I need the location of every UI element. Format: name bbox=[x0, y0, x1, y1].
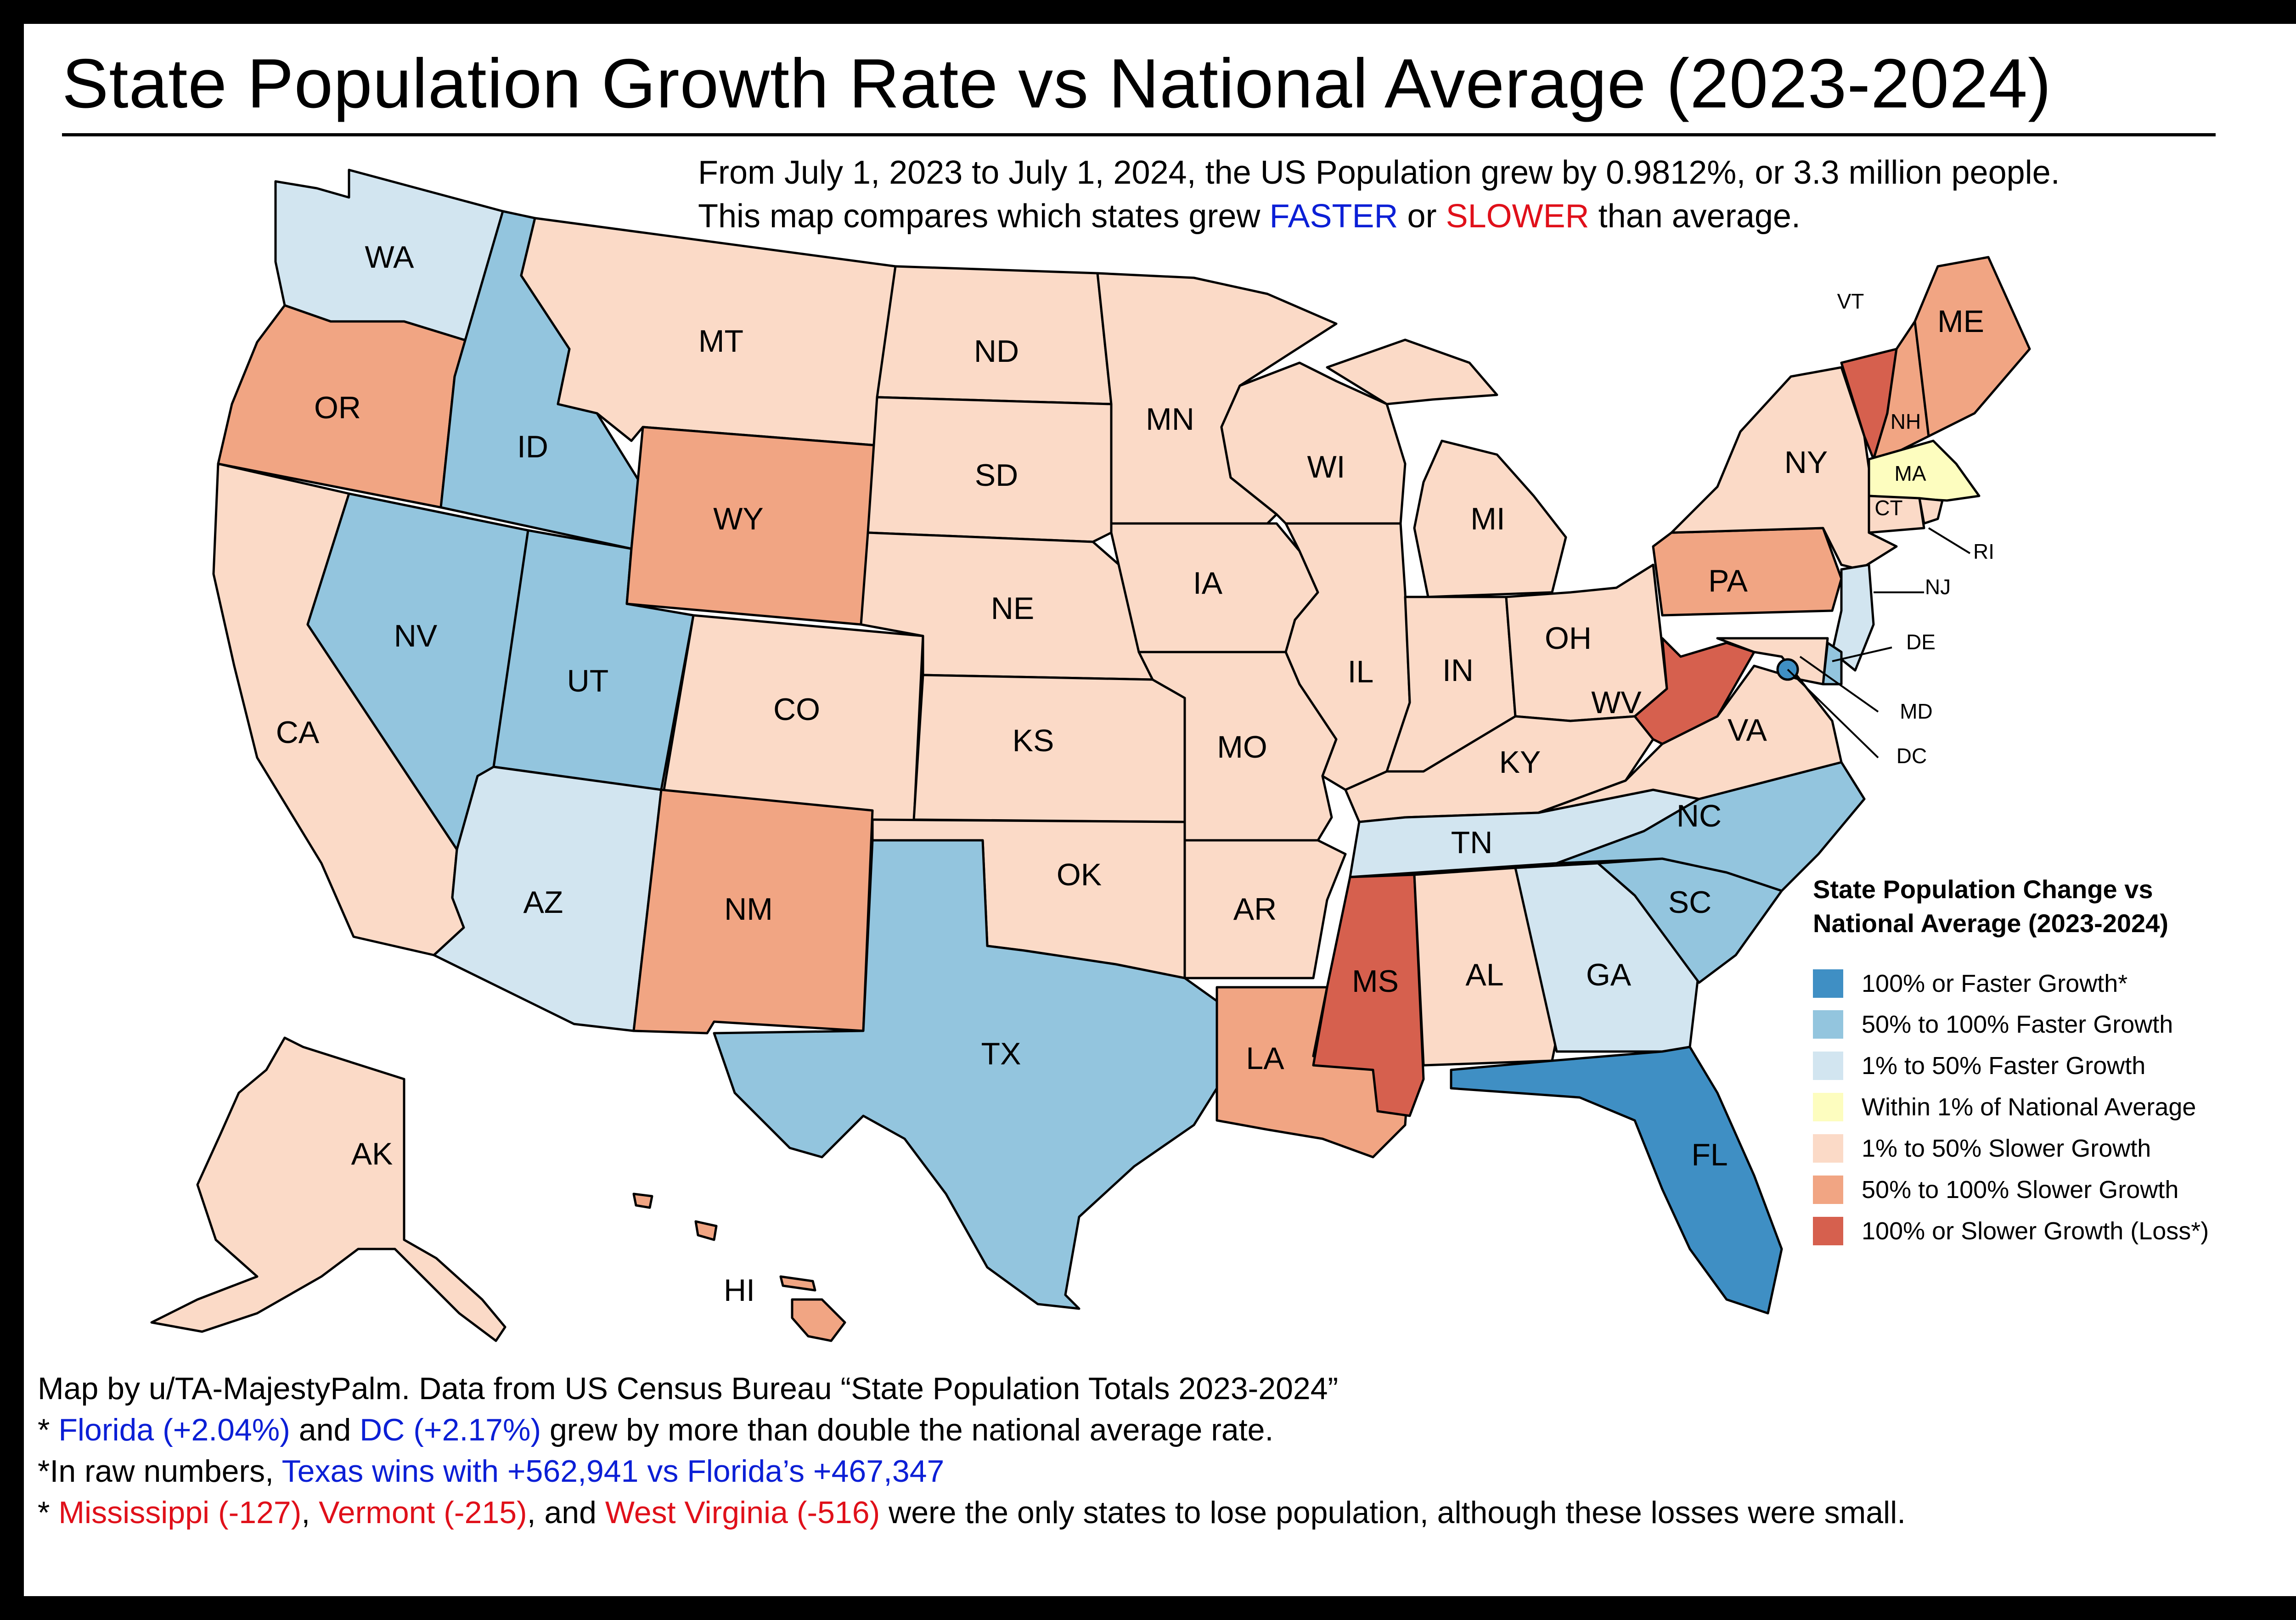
legend-item: 1% to 50% Slower Growth bbox=[1813, 1132, 2151, 1164]
state-MI bbox=[1326, 338, 1567, 598]
note-credit: Map by u/TA-MajestyPalm. Data from US Ce… bbox=[38, 1371, 1339, 1406]
label-leader-lines bbox=[1787, 527, 1971, 759]
legend-item: 50% to 100% Faster Growth bbox=[1813, 1008, 2173, 1041]
legend-item: 100% or Slower Growth (Loss*) bbox=[1813, 1215, 2209, 1247]
label-IL: IL bbox=[1348, 654, 1374, 689]
label-AZ: AZ bbox=[523, 885, 563, 920]
label-NV: NV bbox=[394, 619, 438, 653]
label-WY: WY bbox=[713, 501, 764, 536]
label-KS: KS bbox=[1013, 723, 1054, 758]
label-MO: MO bbox=[1217, 730, 1267, 765]
legend-swatch bbox=[1813, 969, 1843, 998]
label-OH: OH bbox=[1545, 621, 1592, 656]
label-MN: MN bbox=[1146, 402, 1194, 437]
label-IN: IN bbox=[1442, 653, 1474, 688]
label-MD: MD bbox=[1900, 699, 1933, 723]
state-MD bbox=[1716, 637, 1829, 686]
label-ID: ID bbox=[517, 429, 548, 464]
label-TN: TN bbox=[1451, 825, 1493, 860]
label-ME: ME bbox=[1937, 304, 1984, 339]
label-LA: LA bbox=[1246, 1041, 1284, 1076]
label-ND: ND bbox=[974, 334, 1019, 369]
label-NH: NH bbox=[1891, 410, 1921, 433]
subtitle-line-1: From July 1, 2023 to July 1, 2024, the U… bbox=[698, 154, 2060, 191]
state-CT bbox=[1868, 495, 1925, 534]
label-TX: TX bbox=[981, 1036, 1021, 1071]
label-DC: DC bbox=[1896, 744, 1927, 768]
state-ME bbox=[1913, 256, 2031, 438]
legend-swatch bbox=[1813, 1217, 1843, 1245]
slower-word: SLOWER bbox=[1446, 198, 1589, 235]
label-NM: NM bbox=[724, 892, 773, 927]
legend-swatch bbox=[1813, 1134, 1843, 1163]
label-MS: MS bbox=[1352, 964, 1399, 999]
subtitle-line-2: This map compares which states grew FAST… bbox=[698, 198, 1801, 235]
legend-swatch bbox=[1813, 1010, 1843, 1039]
label-WA: WA bbox=[365, 240, 414, 275]
label-OK: OK bbox=[1057, 857, 1102, 892]
label-MT: MT bbox=[698, 324, 743, 359]
label-HI: HI bbox=[724, 1273, 755, 1308]
legend-item: Within 1% of National Average bbox=[1813, 1091, 2196, 1123]
label-DE: DE bbox=[1906, 630, 1936, 654]
label-FL: FL bbox=[1691, 1137, 1728, 1172]
title-underline bbox=[62, 133, 2216, 136]
legend-title: State Population Change vs National Avera… bbox=[1813, 875, 2168, 938]
legend-swatch bbox=[1813, 1093, 1843, 1121]
label-IA: IA bbox=[1193, 566, 1223, 601]
note-florida-dc: * Florida (+2.04%) and DC (+2.17%) grew … bbox=[38, 1412, 1274, 1447]
state-NJ bbox=[1831, 563, 1875, 672]
label-WI: WI bbox=[1307, 450, 1345, 484]
label-NJ: NJ bbox=[1925, 575, 1951, 599]
legend-swatch bbox=[1813, 1176, 1843, 1204]
state-AR bbox=[1183, 839, 1347, 979]
label-CO: CO bbox=[773, 692, 820, 727]
label-UT: UT bbox=[567, 664, 609, 698]
label-SC: SC bbox=[1668, 885, 1711, 920]
label-VA: VA bbox=[1728, 713, 1767, 748]
label-SD: SD bbox=[975, 458, 1018, 493]
label-AR: AR bbox=[1233, 892, 1277, 927]
label-OR: OR bbox=[314, 390, 361, 425]
state-NC bbox=[1555, 761, 1866, 892]
label-GA: GA bbox=[1586, 957, 1632, 992]
state-RI bbox=[1918, 497, 1944, 525]
label-VT: VT bbox=[1837, 289, 1864, 313]
label-AL: AL bbox=[1465, 957, 1503, 992]
state-FL bbox=[1450, 1046, 1783, 1315]
label-PA: PA bbox=[1708, 563, 1748, 598]
label-CA: CA bbox=[276, 715, 320, 750]
note-losses: * Mississippi (-127), Vermont (-215), an… bbox=[38, 1495, 1906, 1530]
label-NE: NE bbox=[991, 591, 1034, 626]
label-WV: WV bbox=[1591, 685, 1642, 720]
state-TX bbox=[713, 839, 1218, 1310]
legend-swatch bbox=[1813, 1052, 1843, 1080]
state-AK bbox=[150, 1036, 506, 1342]
state-HI bbox=[632, 1192, 846, 1342]
map-title: State Population Growth Rate vs National… bbox=[62, 45, 2052, 123]
faster-word: FASTER bbox=[1269, 198, 1398, 235]
label-RI: RI bbox=[1973, 540, 1994, 563]
label-MA: MA bbox=[1895, 461, 1926, 485]
state-NM bbox=[632, 788, 874, 1035]
label-AK: AK bbox=[351, 1136, 393, 1171]
state-SD bbox=[867, 396, 1113, 543]
label-NC: NC bbox=[1677, 799, 1722, 833]
label-CT: CT bbox=[1874, 496, 1902, 520]
legend-item: 100% or Faster Growth* bbox=[1813, 968, 2127, 1000]
state-WY bbox=[625, 426, 878, 626]
label-MI: MI bbox=[1470, 501, 1505, 536]
legend-item: 1% to 50% Faster Growth bbox=[1813, 1050, 2145, 1082]
state-AL bbox=[1413, 866, 1558, 1067]
legend-item: 50% to 100% Slower Growth bbox=[1813, 1174, 2178, 1206]
label-NY: NY bbox=[1784, 445, 1828, 480]
label-KY: KY bbox=[1499, 745, 1541, 780]
note-raw-numbers: *In raw numbers, Texas wins with +562,94… bbox=[38, 1454, 945, 1489]
